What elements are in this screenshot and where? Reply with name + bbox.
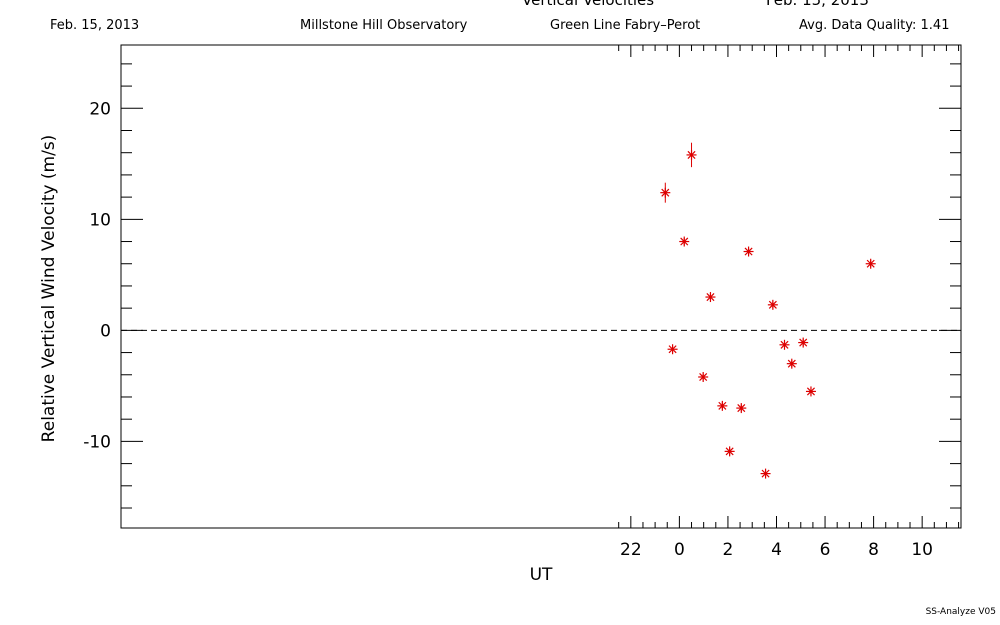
data-point: [786, 358, 797, 369]
header-instrument: Green Line Fabry–Perot: [550, 18, 701, 33]
y-tick-label: 20: [89, 99, 111, 119]
x-tick-label: 22: [620, 540, 642, 560]
header-date: Feb. 15, 2013: [50, 18, 140, 33]
header-quality: Avg. Data Quality: 1.41: [799, 18, 950, 33]
data-point: [717, 400, 728, 411]
data-point: [760, 468, 771, 479]
x-tick-label: 8: [868, 540, 879, 560]
data-point: [805, 386, 816, 397]
data-point: [736, 403, 747, 414]
clipped-date: Feb. 15, 2013: [766, 0, 869, 9]
data-point: [724, 446, 735, 457]
y-tick-label: 0: [100, 321, 111, 341]
x-tick-label: 10: [911, 540, 933, 560]
data-point: [705, 292, 716, 303]
data-point: [679, 236, 690, 247]
data-point: [660, 182, 671, 203]
data-point: [698, 371, 709, 382]
footer-version: SS-Analyze V05: [925, 607, 996, 617]
data-point: [743, 246, 754, 257]
data-point: [798, 337, 809, 348]
x-tick-label: 2: [723, 540, 734, 560]
y-tick-label: -10: [83, 432, 111, 452]
header-observatory: Millstone Hill Observatory: [300, 18, 468, 33]
data-point: [767, 299, 778, 310]
y-axis-label: Relative Vertical Wind Velocity (m/s): [39, 135, 59, 443]
plot-frame: [120, 44, 962, 529]
data-point: [779, 339, 790, 350]
x-tick-label: 6: [820, 540, 831, 560]
y-tick-label: 10: [89, 210, 111, 230]
data-point: [667, 344, 678, 355]
x-tick-label: 4: [771, 540, 782, 560]
x-tick-label: 0: [674, 540, 685, 560]
data-point: [865, 258, 876, 269]
clipped-title: Vertical Velocities: [522, 0, 655, 9]
data-point: [686, 142, 697, 168]
x-axis-label: UT: [530, 565, 553, 585]
